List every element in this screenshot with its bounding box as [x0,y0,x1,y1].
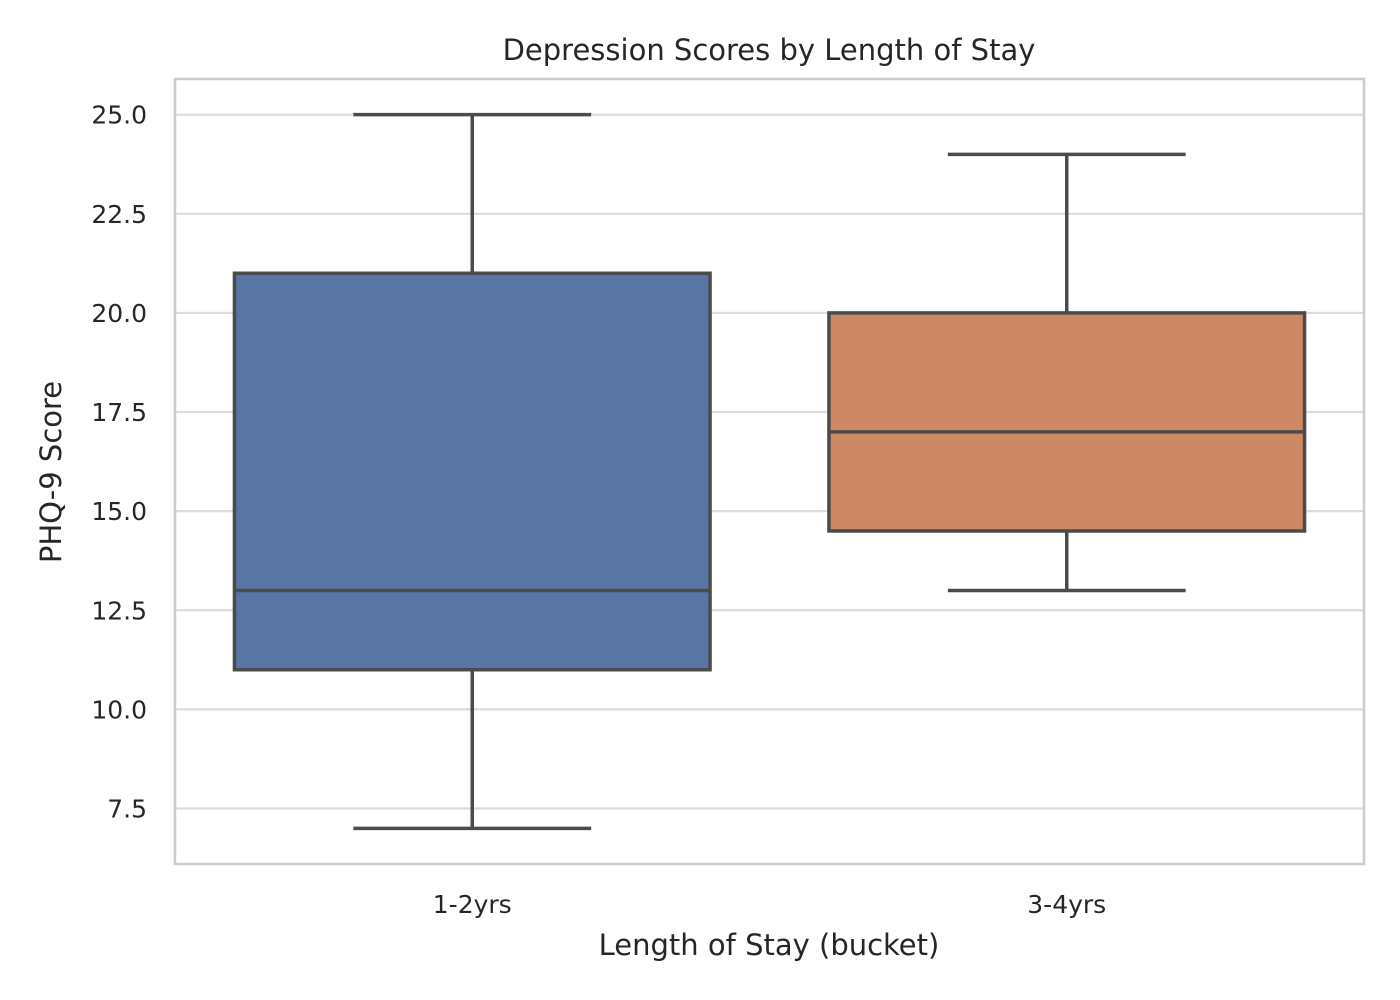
x-tick-labels: 1-2yrs 3-4yrs [433,890,1106,919]
iqr-box [232,271,712,672]
plot-frame [173,77,1366,866]
x-tick-label: 3-4yrs [1027,890,1106,919]
y-tick-label: 10.0 [91,695,147,724]
y-tick-label: 7.5 [107,794,147,823]
boxes [232,112,1307,831]
y-tick-label: 22.5 [91,200,147,229]
y-tick-label: 15.0 [91,497,147,526]
y-tick-label: 25.0 [91,101,147,130]
y-axis-label: PHQ-9 Score [34,381,68,563]
box-group-3-4yrs [827,152,1307,593]
y-tick-label: 17.5 [91,398,147,427]
iqr-box [827,311,1307,533]
y-tick-label: 20.0 [91,299,147,328]
box-group-1-2yrs [232,112,712,831]
y-tick-label: 12.5 [91,596,147,625]
x-tick-label: 1-2yrs [433,890,512,919]
y-tick-labels: 7.5 10.0 12.5 15.0 17.5 20.0 22.5 25.0 [91,101,147,824]
x-axis-label: Length of Stay (bucket) [599,928,940,962]
chart-title: Depression Scores by Length of Stay [503,33,1036,67]
